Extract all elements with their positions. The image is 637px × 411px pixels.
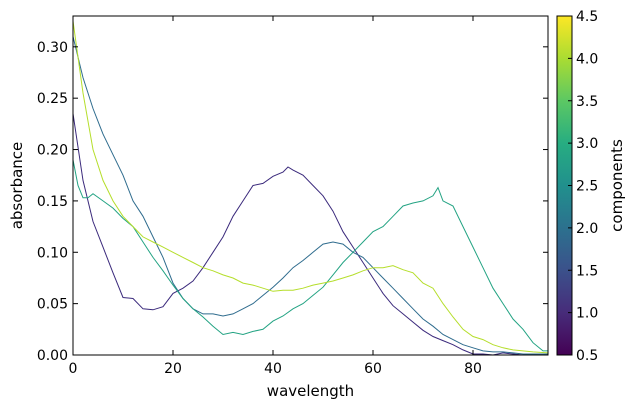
x-tick-label: 80 (464, 361, 482, 377)
y-axis: 0.00 0.05 0.10 0.15 0.20 0.25 0.30 (37, 40, 548, 364)
y-tick-label: 0.20 (37, 143, 68, 159)
x-tick-label: 60 (364, 361, 382, 377)
colorbar-tick-label: 1.0 (576, 306, 598, 322)
colorbar-tick-label: 4.0 (576, 51, 598, 67)
colorbar-tick-label: 3.0 (576, 136, 598, 152)
colorbar-tick-label: 3.5 (576, 94, 598, 110)
colorbar-tick-label: 0.5 (576, 348, 598, 364)
x-tick-label: 40 (264, 361, 282, 377)
x-axis: 0 20 40 60 80 (69, 16, 482, 377)
colorbar-tick-label: 2.0 (576, 221, 598, 237)
x-tick-label: 0 (69, 361, 78, 377)
plot-frame (72, 15, 549, 356)
colorbar-tick-label: 1.5 (576, 263, 598, 279)
y-tick-label: 0.10 (37, 245, 68, 261)
colorbar-tick-label: 2.5 (576, 179, 598, 195)
series-line-3 (72, 159, 548, 352)
y-tick-label: 0.30 (37, 40, 68, 56)
series-line-2 (72, 36, 548, 355)
y-tick-label: 0.00 (37, 348, 68, 364)
y-tick-label: 0.05 (37, 297, 68, 313)
y-tick-label: 0.15 (37, 194, 68, 210)
colorbar-label: components (608, 139, 626, 232)
y-axis-label: absorbance (8, 142, 26, 230)
series-layer (72, 21, 549, 356)
colorbar-ticks: 0.5 1.0 1.5 2.0 2.5 3.0 3.5 4.0 4.5 (568, 9, 598, 364)
x-axis-label: wavelength (267, 382, 354, 400)
y-tick-label: 0.25 (37, 91, 68, 107)
series-line-1 (72, 113, 548, 356)
series-line-4 (72, 21, 549, 354)
x-tick-label: 20 (164, 361, 182, 377)
colorbar-tick-label: 4.5 (576, 9, 598, 25)
